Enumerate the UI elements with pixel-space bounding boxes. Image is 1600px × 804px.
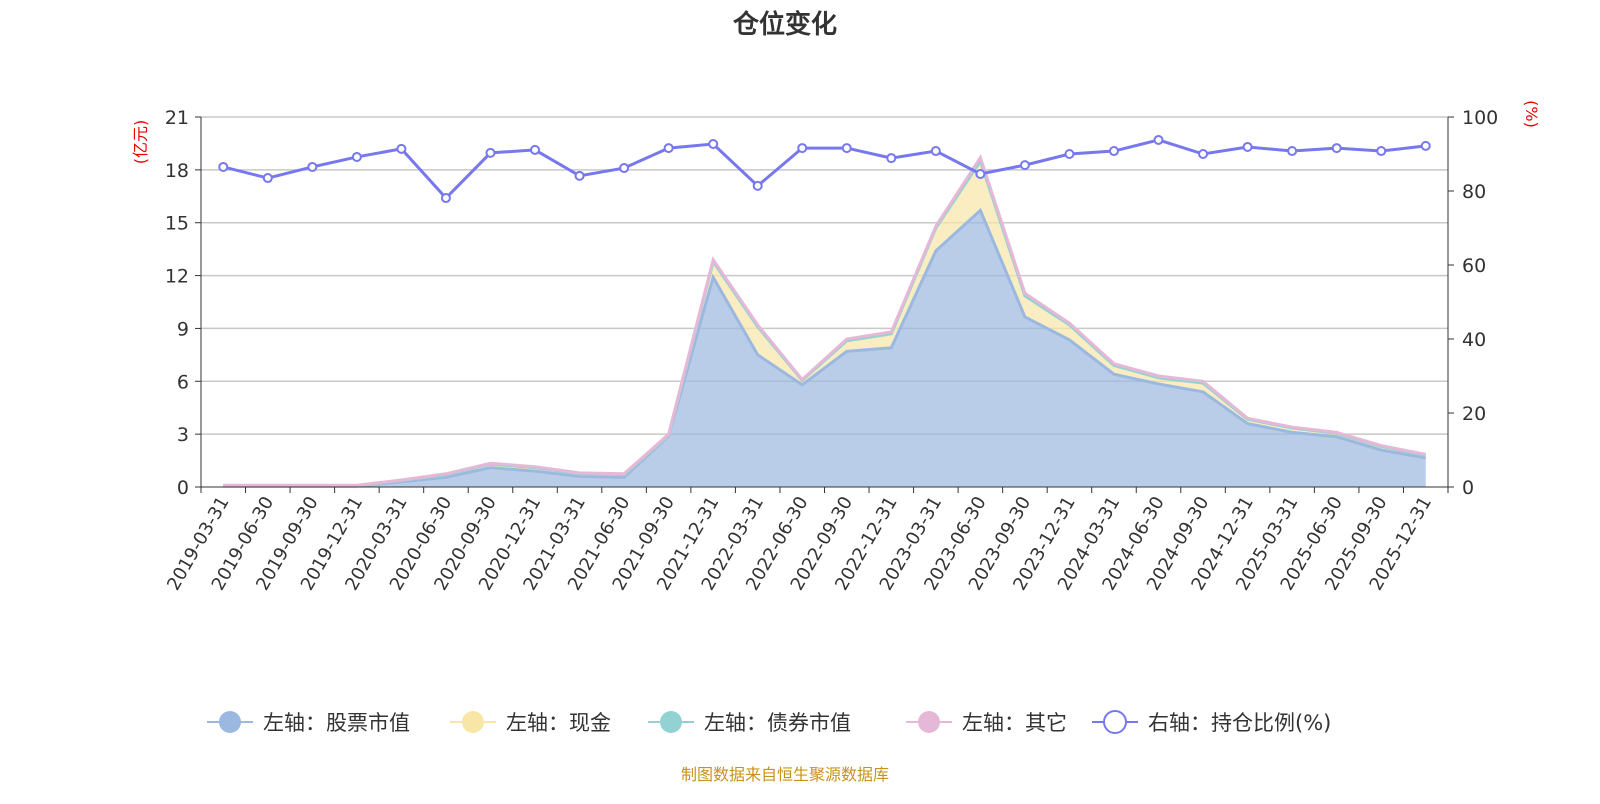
ratio-point xyxy=(1198,149,1209,159)
area-line-左轴：股票市值 xyxy=(223,207,1426,488)
legend-item[interactable]: 左轴：股票市值 xyxy=(207,711,410,735)
legend-item[interactable]: 左轴：现金 xyxy=(450,711,611,735)
ratio-point xyxy=(1420,140,1431,151)
legend-label: 左轴：债券市值 xyxy=(704,711,851,735)
left-tick-label: 18 xyxy=(165,160,189,182)
ratio-point xyxy=(1064,149,1075,159)
legend-marker-icon xyxy=(462,711,484,733)
ratio-point xyxy=(1153,134,1164,145)
ratio-point xyxy=(1331,143,1342,154)
right-tick-label: 100 xyxy=(1462,107,1498,129)
legend-label: 左轴：现金 xyxy=(506,711,611,735)
legend-marker-icon xyxy=(1103,710,1127,734)
ratio-point xyxy=(886,153,897,164)
right-tick-label: 80 xyxy=(1462,181,1486,203)
ratio-point xyxy=(396,143,407,154)
area-左轴：股票市值 xyxy=(223,210,1426,487)
left-tick-label: 6 xyxy=(177,371,189,393)
left-tick-label: 0 xyxy=(177,477,189,499)
ratio-point xyxy=(1287,146,1298,157)
legend-item[interactable]: 左轴：其它 xyxy=(906,711,1067,735)
ratio-line xyxy=(222,138,1426,201)
left-tick-label: 9 xyxy=(177,318,189,340)
ratio-point xyxy=(262,173,273,184)
ratio-point xyxy=(930,146,941,157)
left-tick-label: 12 xyxy=(165,266,189,288)
right-tick-label: 0 xyxy=(1462,477,1474,499)
legend-label: 左轴：股票市值 xyxy=(263,711,410,735)
source-note: 制图数据来自恒生聚源数据库 xyxy=(681,765,889,784)
ratio-point xyxy=(708,139,719,150)
ratio-point xyxy=(1019,160,1030,171)
right-tick-label: 20 xyxy=(1462,403,1486,425)
chart-title: 仓位变化 xyxy=(732,9,837,40)
ratio-point xyxy=(663,143,674,154)
legend-item[interactable]: 右轴：持仓比例(%) xyxy=(1092,710,1331,735)
legend-marker-icon xyxy=(219,711,241,733)
legend-marker-icon xyxy=(660,711,682,733)
ratio-point xyxy=(307,161,318,172)
ratio-point xyxy=(841,143,852,154)
ratio-point xyxy=(485,147,496,158)
ratio-point xyxy=(1108,146,1119,157)
ratio-point xyxy=(530,144,541,155)
legend-label: 左轴：其它 xyxy=(962,711,1067,735)
left-tick-label: 15 xyxy=(165,213,189,235)
ratio-point xyxy=(440,193,451,204)
ratio-point xyxy=(1376,146,1387,157)
left-axis-label: (亿元) xyxy=(131,120,150,165)
ratio-point xyxy=(797,143,808,154)
left-tick-label: 21 xyxy=(165,107,189,129)
legend: 左轴：股票市值 左轴：现金 左轴：债券市值 左轴：其它 右轴：持仓比例(%) xyxy=(207,710,1331,735)
ratio-point xyxy=(218,161,229,172)
left-tick-label: 3 xyxy=(177,424,189,446)
legend-label: 右轴：持仓比例(%) xyxy=(1148,711,1331,735)
right-axis-label: (%) xyxy=(1522,100,1541,128)
ratio-point xyxy=(351,151,362,162)
ratio-point xyxy=(619,163,630,174)
ratio-point xyxy=(752,180,763,191)
ratio-point xyxy=(574,170,585,181)
area-line-左轴：其它 xyxy=(223,154,1427,487)
right-tick-label: 60 xyxy=(1462,255,1486,277)
ratio-point xyxy=(975,168,986,179)
legend-item[interactable]: 左轴：债券市值 xyxy=(648,711,851,735)
legend-marker-icon xyxy=(918,711,940,733)
ratio-point xyxy=(1242,141,1253,152)
right-tick-label: 40 xyxy=(1462,329,1486,351)
